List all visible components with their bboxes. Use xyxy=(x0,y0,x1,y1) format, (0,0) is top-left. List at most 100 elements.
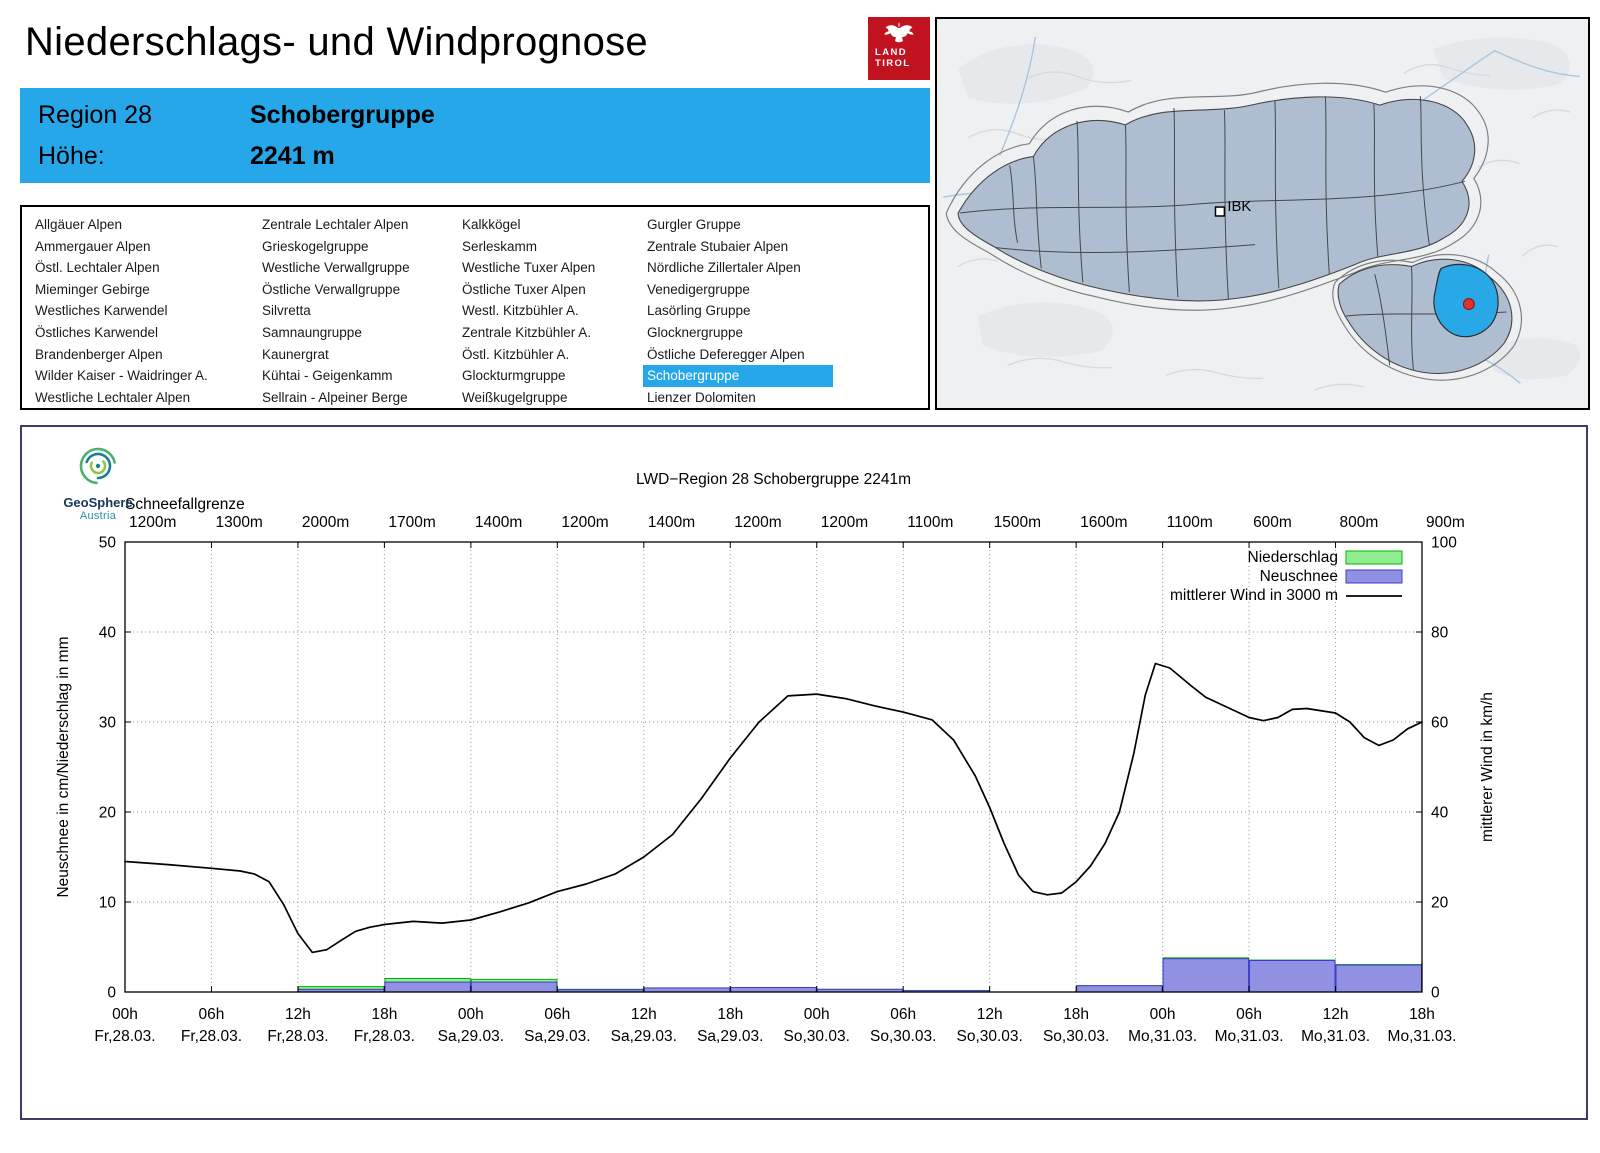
snowline-value: 1400m xyxy=(648,514,695,531)
y-tick-label: 20 xyxy=(99,805,117,822)
region-list-item[interactable]: Gurgler Gruppe xyxy=(647,217,741,232)
region-list-item[interactable]: Sellrain - Alpeiner Berge xyxy=(262,389,408,405)
x-tick-date-label: Fr,28.03. xyxy=(94,1028,155,1045)
snowline-value: 1700m xyxy=(388,514,435,531)
legend-label: Neuschnee xyxy=(1260,568,1338,585)
y-axis-title: Neuschnee in cm/Niederschlag in mm xyxy=(55,636,72,897)
region-list-item[interactable]: Wilder Kaiser - Waidringer A. xyxy=(35,368,208,384)
region-list-item[interactable]: Glocknergruppe xyxy=(647,324,744,340)
legend-swatch xyxy=(1345,569,1403,584)
region-list-item[interactable]: Silvretta xyxy=(262,303,311,319)
map-region-north-tirol[interactable] xyxy=(957,96,1476,302)
region-list-item[interactable]: Westliche Tuxer Alpen xyxy=(462,260,596,276)
station-marker xyxy=(1462,298,1475,311)
region-list-item[interactable]: Venedigergruppe xyxy=(647,281,750,297)
region-list-item[interactable]: Nördliche Zillertaler Alpen xyxy=(647,260,801,276)
x-tick-date-label: Sa,29.03. xyxy=(611,1028,677,1045)
legend-label: Niederschlag xyxy=(1248,549,1338,566)
region-list-item[interactable]: Weißkugelgruppe xyxy=(462,389,568,405)
logo-line-land: LAND xyxy=(875,47,907,58)
map-state-border-east xyxy=(1332,253,1522,381)
y-tick-label: 30 xyxy=(99,715,117,732)
map-state-border-north xyxy=(945,82,1489,311)
snowline-value: 2000m xyxy=(302,514,349,531)
page-title: Niederschlags- und Windprognose xyxy=(25,20,648,64)
region-list-item[interactable]: Kaunergrat xyxy=(262,346,329,362)
region-list-item[interactable]: Kalkkögel xyxy=(462,217,521,232)
geosphere-name: GeoSphere xyxy=(63,495,133,510)
snowline-value: 1100m xyxy=(1167,514,1213,531)
region-list-item[interactable]: Samnaungruppe xyxy=(262,324,362,340)
x-tick-time-label: 18h xyxy=(1409,1006,1435,1023)
forecast-chart: 0 10 20 30 40 50 0 20 40 60 80 100 00h Fr,28.03. 06h Fr… xyxy=(55,471,1496,1045)
region-list-column: Allgäuer Alpen Ammergauer Alpen Östl. Lech… xyxy=(31,214,221,408)
x-tick-date-label: Mo,31.03. xyxy=(1388,1028,1457,1045)
x-tick-time-label: 00h xyxy=(458,1006,484,1023)
wind-line xyxy=(124,662,1423,954)
region-list-item[interactable]: Zentrale Lechtaler Alpen xyxy=(262,217,409,232)
chart-title: LWD−Region 28 Schobergruppe 2241m xyxy=(636,471,911,488)
snowline-value: 1600m xyxy=(1080,514,1127,531)
region-list-item[interactable]: Ammergauer Alpen xyxy=(35,238,151,254)
legend-swatch xyxy=(1345,550,1403,565)
region-list-item[interactable]: Schobergruppe xyxy=(643,365,833,387)
x-tick-date-label: So,30.03. xyxy=(870,1028,936,1045)
y2-tick-label: 20 xyxy=(1431,895,1449,912)
region-list-item[interactable]: Kühtai - Geigenkamm xyxy=(262,368,393,384)
region-list-item[interactable]: Östl. Lechtaler Alpen xyxy=(35,260,160,276)
land-tirol-logo-text: LAND TIROL xyxy=(875,47,930,69)
x-tick-date-label: So,30.03. xyxy=(1043,1028,1109,1045)
x-tick-time-label: 06h xyxy=(199,1006,225,1023)
region-label: Region 28 xyxy=(38,101,152,129)
neuschnee-bar xyxy=(1335,964,1422,993)
region-list-item[interactable]: Lasörling Gruppe xyxy=(647,303,751,319)
snowline-value: 1300m xyxy=(215,514,262,531)
x-tick-date-label: Fr,28.03. xyxy=(354,1028,415,1045)
map-region-dividers xyxy=(960,96,1466,300)
region-list-item[interactable]: Östl. Kitzbühler A. xyxy=(462,346,570,362)
region-list-item[interactable]: Brandenberger Alpen xyxy=(35,346,163,362)
region-list-item[interactable]: Östliche Verwallgruppe xyxy=(262,281,401,297)
region-list-item[interactable]: Allgäuer Alpen xyxy=(35,217,123,232)
region-list-item[interactable]: Mieminger Gebirge xyxy=(35,281,150,297)
x-tick-date-label: Fr,28.03. xyxy=(267,1028,328,1045)
region-list-item[interactable]: Serleskamm xyxy=(462,238,538,254)
forecast-chart-panel: GeoSphere Austria 0 10 20 30 40 50 0 20 40 60 80 10… xyxy=(20,425,1588,1120)
region-list-item[interactable]: Zentrale Kitzbühler A. xyxy=(462,324,592,340)
x-tick-date-label: Mo,31.03. xyxy=(1215,1028,1284,1045)
region-list-column: Zentrale Lechtaler Alpen Grieskogelgruppe… xyxy=(258,214,448,408)
snowline-value: 600m xyxy=(1253,514,1292,531)
plot-border xyxy=(124,541,1423,993)
region-list-item[interactable]: Östliche Deferegger Alpen xyxy=(647,346,805,362)
altitude-label: Höhe: xyxy=(38,142,105,170)
region-info-box: Region 28 Schobergruppe Höhe: 2241 m xyxy=(20,88,930,183)
region-list-item[interactable]: Lienzer Dolomiten xyxy=(647,389,756,405)
tirol-map-svg: IBK xyxy=(938,19,1587,408)
tirol-eagle-icon xyxy=(884,22,914,43)
neuschnee-bar xyxy=(384,981,471,993)
y2-tick-label: 100 xyxy=(1431,535,1457,552)
y2-tick-label: 0 xyxy=(1431,985,1440,1002)
region-list-item[interactable]: Westliches Karwendel xyxy=(35,303,168,319)
region-list-item[interactable]: Grieskogelgruppe xyxy=(262,238,369,254)
snowline-label: Schneefallgrenze xyxy=(125,496,245,513)
region-list-item[interactable]: Zentrale Stubaier Alpen xyxy=(647,238,789,254)
snowline-value: 1200m xyxy=(734,514,781,531)
y-tick-label: 10 xyxy=(99,895,117,912)
ibk-marker xyxy=(1214,206,1226,217)
region-list-item[interactable]: Westliche Lechtaler Alpen xyxy=(35,389,191,405)
region-list-item[interactable]: Westliche Verwallgruppe xyxy=(262,260,410,276)
snowline-value: 1500m xyxy=(994,514,1041,531)
region-list-item[interactable]: Glockturmgruppe xyxy=(462,368,566,384)
region-list-item[interactable]: Östliche Tuxer Alpen xyxy=(462,281,586,297)
x-tick-time-label: 12h xyxy=(631,1006,657,1023)
tirol-map: IBK xyxy=(935,17,1590,410)
x-tick-time-label: 12h xyxy=(977,1006,1003,1023)
region-list-item[interactable]: Östliches Karwendel xyxy=(35,324,159,340)
region-list-item[interactable]: Westl. Kitzbühler A. xyxy=(462,303,579,319)
geosphere-logo: GeoSphere Austria xyxy=(50,443,146,522)
x-tick-time-label: 06h xyxy=(1236,1006,1262,1023)
snowline-value: 800m xyxy=(1340,514,1379,531)
x-tick-date-label: Mo,31.03. xyxy=(1128,1028,1197,1045)
